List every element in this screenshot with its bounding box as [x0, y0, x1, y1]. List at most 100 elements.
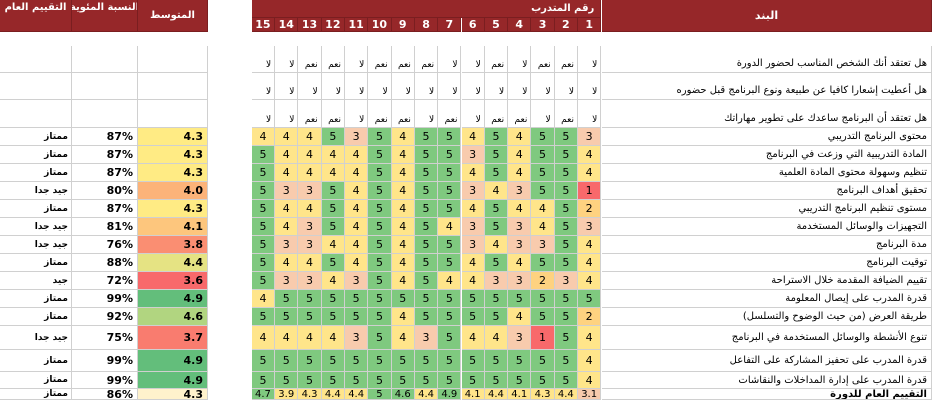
question-text: هل تعتقد أنك الشخص المناسب لحضور الدورة [602, 46, 932, 73]
score-cell: 3 [298, 218, 322, 236]
question-text: هل أعطيت إشعارا كافيا عن طبيعة ونوع البر… [602, 73, 932, 100]
total-rating: ممتاز [0, 389, 72, 400]
item-average: 4.1 [138, 218, 208, 236]
answer-cell: نعم [438, 100, 462, 128]
blank-cell [72, 46, 138, 73]
item-average: 3.6 [138, 272, 208, 290]
score-cell: 5 [321, 200, 345, 218]
answer-cell: نعم [321, 100, 345, 128]
score-cell: 3 [461, 236, 485, 254]
score-cell: 4 [484, 182, 509, 200]
score-cell: 5 [391, 372, 415, 389]
score-cell: 2 [531, 272, 555, 290]
total-score-cell: 4.6 [391, 389, 415, 400]
item-percentage: 76% [72, 236, 138, 254]
score-cell: 4 [298, 200, 322, 218]
score-cell: 5 [554, 128, 578, 146]
answer-cell: لا [345, 73, 369, 100]
trainee-number-12: 12 [321, 18, 345, 32]
item-name: محتوى البرنامج التدريبي [602, 128, 932, 146]
score-cell: 4 [578, 146, 602, 164]
score-cell: 5 [508, 350, 532, 372]
item-rating: جيد جدا [0, 182, 72, 200]
score-cell: 4 [391, 254, 415, 272]
score-cell: 5 [368, 182, 392, 200]
score-cell: 3 [578, 218, 602, 236]
item-rating: ممتاز [0, 200, 72, 218]
answer-cell: لا [508, 46, 532, 73]
score-cell: 3 [298, 272, 322, 290]
score-cell: 5 [251, 272, 276, 290]
score-cell: 4 [275, 254, 299, 272]
score-cell: 4 [508, 164, 532, 182]
score-cell: 2 [578, 308, 602, 326]
score-cell: 5 [251, 164, 276, 182]
score-cell: 3 [275, 272, 299, 290]
score-cell: 4 [438, 218, 462, 236]
score-cell: 5 [554, 350, 578, 372]
score-cell: 5 [554, 236, 578, 254]
score-cell: 5 [391, 290, 415, 308]
score-cell: 5 [438, 236, 462, 254]
answer-cell: نعم [368, 46, 392, 73]
score-cell: 5 [531, 308, 555, 326]
item-average: 4.6 [138, 308, 208, 326]
score-cell: 4 [391, 164, 415, 182]
score-cell: 3 [484, 272, 509, 290]
score-cell: 3 [345, 272, 369, 290]
answer-cell: لا [275, 73, 299, 100]
item-percentage: 92% [72, 308, 138, 326]
score-cell: 4 [391, 200, 415, 218]
answer-cell: لا [531, 73, 555, 100]
score-cell: 4 [461, 326, 485, 350]
score-cell: 5 [321, 350, 345, 372]
answer-cell: لا [275, 100, 299, 128]
item-percentage: 87% [72, 146, 138, 164]
score-cell: 5 [554, 164, 578, 182]
blank-cell [0, 73, 72, 100]
score-cell: 4 [298, 254, 322, 272]
score-cell: 3 [508, 272, 532, 290]
score-cell: 4 [391, 272, 415, 290]
answer-cell: نعم [391, 100, 415, 128]
item-name: تقييم الضيافة المقدمة خلال الاستراحة [602, 272, 932, 290]
score-cell: 1 [578, 182, 602, 200]
item-name: مستوى تنظيم البرنامج التدريبي [602, 200, 932, 218]
total-score-cell: 4.1 [508, 389, 532, 400]
score-cell: 4 [461, 128, 485, 146]
score-cell: 4 [508, 200, 532, 218]
score-cell: 5 [461, 290, 485, 308]
score-cell: 5 [414, 372, 439, 389]
score-cell: 5 [298, 308, 322, 326]
score-cell: 4 [508, 128, 532, 146]
answer-cell: لا [531, 100, 555, 128]
score-cell: 2 [578, 200, 602, 218]
answer-cell: نعم [298, 46, 322, 73]
item-percentage: 87% [72, 164, 138, 182]
score-cell: 5 [368, 254, 392, 272]
score-cell: 5 [321, 218, 345, 236]
item-rating: ممتاز [0, 128, 72, 146]
total-score-cell: 5 [368, 389, 392, 400]
score-cell: 5 [461, 308, 485, 326]
item-average: 4.3 [138, 164, 208, 182]
blank-cell [138, 100, 208, 128]
answer-cell: نعم [298, 100, 322, 128]
score-cell: 4 [438, 272, 462, 290]
score-cell: 3 [531, 236, 555, 254]
total-score-cell: 3.1 [578, 389, 602, 400]
score-cell: 5 [484, 146, 509, 164]
blank-cell [72, 73, 138, 100]
total-score-cell: 4.7 [251, 389, 276, 400]
item-percentage: 72% [72, 272, 138, 290]
score-cell: 4 [578, 164, 602, 182]
answer-cell: لا [321, 73, 345, 100]
answer-cell: نعم [321, 46, 345, 73]
score-cell: 5 [251, 350, 276, 372]
item-percentage: 99% [72, 372, 138, 389]
score-cell: 5 [554, 372, 578, 389]
item-name: قدرة المدرب على إدارة المداخلات والنقاشا… [602, 372, 932, 389]
score-cell: 5 [438, 350, 462, 372]
score-cell: 4 [298, 146, 322, 164]
